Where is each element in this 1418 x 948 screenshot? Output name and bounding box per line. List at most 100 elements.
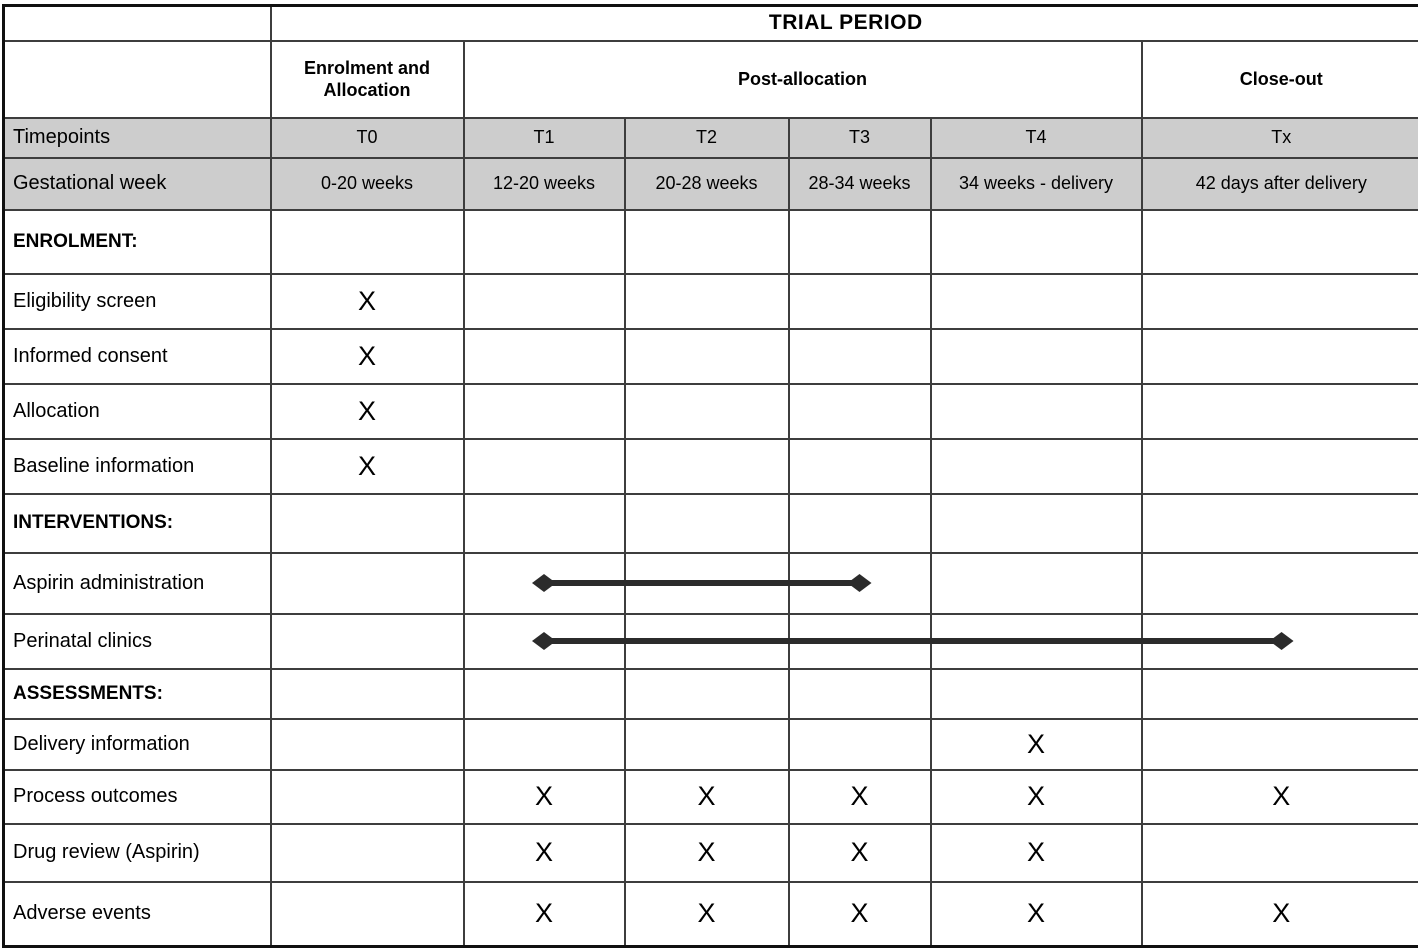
corner-cell bbox=[2, 4, 272, 42]
matrix-cell bbox=[787, 327, 932, 385]
matrix-cell bbox=[623, 717, 790, 771]
row-label: Perinatal clinics bbox=[2, 612, 272, 670]
matrix-cell bbox=[1140, 822, 1418, 883]
matrix-cell bbox=[623, 612, 790, 670]
timepoint-t2: T2 bbox=[623, 116, 790, 159]
matrix-cell bbox=[1140, 717, 1418, 771]
timepoint-t0: T0 bbox=[269, 116, 465, 159]
matrix-cell bbox=[787, 551, 932, 615]
matrix-cell bbox=[462, 272, 626, 330]
matrix-cell bbox=[623, 382, 790, 440]
matrix-cell: X bbox=[787, 880, 932, 948]
matrix-cell: X bbox=[269, 272, 465, 330]
matrix-cell bbox=[623, 667, 790, 720]
matrix-cell bbox=[929, 492, 1143, 554]
timepoints-row: Timepoints T0 T1 T2 T3 T4 Tx bbox=[2, 116, 1418, 159]
trial-period-row: TRIAL PERIOD bbox=[2, 4, 1418, 42]
section-label: INTERVENTIONS: bbox=[2, 492, 272, 554]
matrix-cell bbox=[623, 551, 790, 615]
table-row-process-outcomes: Process outcomes X X X X X bbox=[2, 768, 1418, 825]
matrix-cell bbox=[1140, 667, 1418, 720]
row-label: Baseline information bbox=[2, 437, 272, 495]
table-row-adverse-events: Adverse events X X X X X bbox=[2, 880, 1418, 948]
matrix-cell bbox=[269, 208, 465, 275]
section-label: ASSESSMENTS: bbox=[2, 667, 272, 720]
matrix-cell bbox=[462, 327, 626, 385]
matrix-cell bbox=[462, 492, 626, 554]
matrix-cell: X bbox=[787, 768, 932, 825]
matrix-cell: X bbox=[929, 822, 1143, 883]
gestational-cell: 0-20 weeks bbox=[269, 156, 465, 211]
matrix-cell: X bbox=[462, 880, 626, 948]
matrix-cell: X bbox=[462, 768, 626, 825]
matrix-cell bbox=[1140, 208, 1418, 275]
matrix-cell bbox=[269, 880, 465, 948]
matrix-cell: X bbox=[929, 768, 1143, 825]
matrix-cell bbox=[929, 208, 1143, 275]
matrix-cell bbox=[929, 667, 1143, 720]
matrix-cell bbox=[462, 382, 626, 440]
matrix-cell bbox=[787, 717, 932, 771]
matrix-cell bbox=[929, 327, 1143, 385]
section-row-enrolment: ENROLMENT: bbox=[2, 208, 1418, 275]
row-label: Allocation bbox=[2, 382, 272, 440]
matrix-cell bbox=[787, 208, 932, 275]
corner-cell bbox=[2, 39, 272, 119]
gestational-cell: 12-20 weeks bbox=[462, 156, 626, 211]
matrix-cell bbox=[929, 437, 1143, 495]
matrix-cell bbox=[929, 612, 1143, 670]
timepoint-t1: T1 bbox=[462, 116, 626, 159]
matrix-cell: X bbox=[269, 327, 465, 385]
matrix-cell bbox=[1140, 612, 1418, 670]
stage-header-row: Enrolment and Allocation Post-allocation… bbox=[2, 39, 1418, 119]
matrix-cell bbox=[787, 612, 932, 670]
matrix-cell bbox=[269, 822, 465, 883]
matrix-cell bbox=[269, 551, 465, 615]
matrix-cell bbox=[269, 492, 465, 554]
timepoints-label: Timepoints bbox=[2, 116, 272, 159]
matrix-cell bbox=[1140, 551, 1418, 615]
matrix-cell bbox=[623, 492, 790, 554]
matrix-cell: X bbox=[623, 880, 790, 948]
section-label: ENROLMENT: bbox=[2, 208, 272, 275]
matrix-cell bbox=[1140, 437, 1418, 495]
matrix-cell bbox=[269, 717, 465, 771]
matrix-cell bbox=[1140, 327, 1418, 385]
gestational-week-row: Gestational week 0-20 weeks 12-20 weeks … bbox=[2, 156, 1418, 211]
matrix-cell bbox=[462, 612, 626, 670]
matrix-cell bbox=[462, 551, 626, 615]
matrix-cell bbox=[462, 667, 626, 720]
matrix-cell bbox=[623, 437, 790, 495]
gestational-cell: 20-28 weeks bbox=[623, 156, 790, 211]
matrix-cell bbox=[787, 492, 932, 554]
matrix-cell bbox=[929, 382, 1143, 440]
matrix-cell: X bbox=[462, 822, 626, 883]
row-label: Drug review (Aspirin) bbox=[2, 822, 272, 883]
matrix-cell: X bbox=[929, 880, 1143, 948]
matrix-cell: X bbox=[1140, 768, 1418, 825]
stage-close-out: Close-out bbox=[1140, 39, 1418, 119]
table-row-allocation: Allocation X bbox=[2, 382, 1418, 440]
gestational-cell: 28-34 weeks bbox=[787, 156, 932, 211]
stage-post-allocation: Post-allocation bbox=[462, 39, 1143, 119]
gestational-week-label: Gestational week bbox=[2, 156, 272, 211]
table-row-delivery-information: Delivery information X bbox=[2, 717, 1418, 771]
matrix-cell bbox=[269, 667, 465, 720]
matrix-cell: X bbox=[269, 382, 465, 440]
table-row-eligibility-screen: Eligibility screen X bbox=[2, 272, 1418, 330]
matrix-cell bbox=[1140, 492, 1418, 554]
matrix-cell: X bbox=[787, 822, 932, 883]
row-label: Process outcomes bbox=[2, 768, 272, 825]
matrix-cell bbox=[623, 208, 790, 275]
matrix-cell: X bbox=[623, 822, 790, 883]
matrix-cell bbox=[623, 327, 790, 385]
table-row-informed-consent: Informed consent X bbox=[2, 327, 1418, 385]
matrix-cell bbox=[1140, 272, 1418, 330]
matrix-cell bbox=[787, 437, 932, 495]
matrix-cell bbox=[1140, 382, 1418, 440]
gestational-cell: 42 days after delivery bbox=[1140, 156, 1418, 211]
matrix-cell bbox=[787, 667, 932, 720]
table-row-drug-review-aspirin: Drug review (Aspirin) X X X X bbox=[2, 822, 1418, 883]
gestational-cell: 34 weeks - delivery bbox=[929, 156, 1143, 211]
